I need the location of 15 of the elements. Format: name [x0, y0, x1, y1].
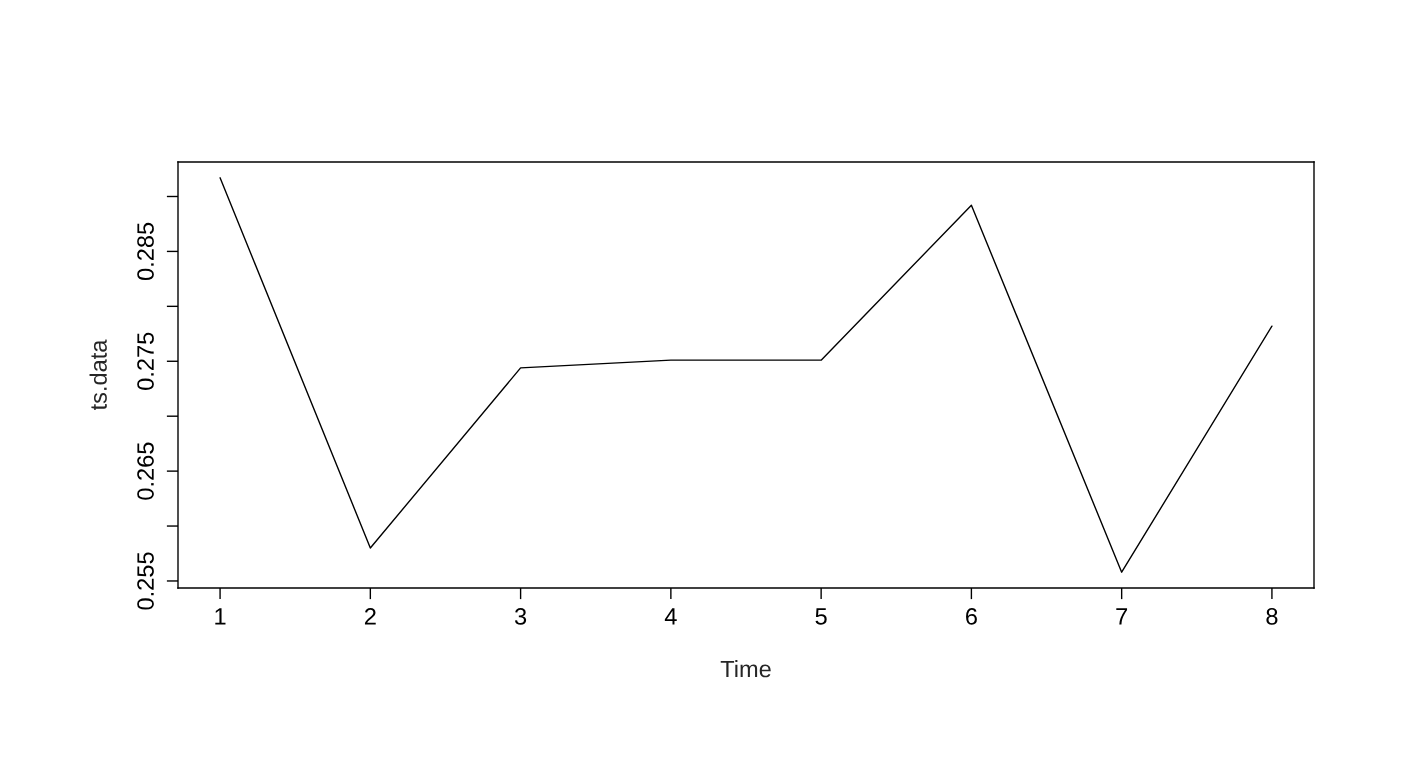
- x-tick-label: 4: [664, 608, 677, 625]
- x-tick-label: 5: [815, 608, 827, 625]
- x-tick-label: 1: [215, 608, 226, 625]
- x-tick-label: 8: [1266, 608, 1278, 625]
- y-tick-label: 0.255: [137, 552, 154, 610]
- y-tick-label: 0.265: [137, 442, 154, 500]
- x-tick-label: 2: [364, 608, 376, 625]
- x-tick-label: 7: [1116, 608, 1128, 625]
- y-axis-title: ts.data: [89, 339, 107, 411]
- y-tick-label: 0.275: [137, 332, 154, 390]
- x-tick-label: 6: [966, 608, 977, 625]
- y-tick-label: 0.285: [137, 222, 154, 281]
- x-tick-label: 3: [514, 608, 527, 625]
- x-axis-title: Time: [720, 660, 771, 678]
- line-series: [219, 177, 1273, 573]
